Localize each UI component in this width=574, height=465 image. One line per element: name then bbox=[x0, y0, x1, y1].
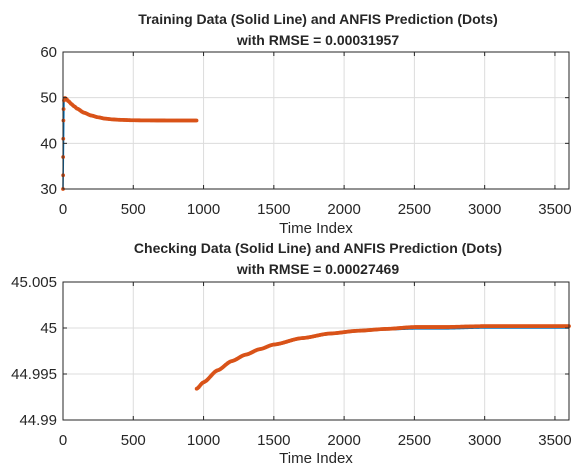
chart-2: Checking Data (Solid Line) and ANFIS Pre… bbox=[11, 240, 572, 465]
x-tick-label: 3000 bbox=[468, 432, 501, 449]
y-tick-label: 44.995 bbox=[11, 366, 57, 383]
y-tick-label: 44.99 bbox=[19, 412, 57, 429]
x-tick-label: 3500 bbox=[538, 432, 571, 449]
x-tick-label: 500 bbox=[121, 432, 146, 449]
y-tick-label: 45 bbox=[40, 320, 57, 337]
x-tick-label: 1500 bbox=[257, 201, 290, 218]
x-tick-label: 500 bbox=[121, 201, 146, 218]
plot-area bbox=[63, 282, 569, 420]
x-tick-label: 3500 bbox=[538, 201, 571, 218]
y-tick-label: 45.005 bbox=[11, 274, 57, 291]
x-tick-label: 3000 bbox=[468, 201, 501, 218]
chart-title-line: Checking Data (Solid Line) and ANFIS Pre… bbox=[134, 240, 502, 256]
x-tick-label: 1000 bbox=[187, 432, 220, 449]
y-tick-label: 50 bbox=[40, 90, 57, 107]
x-tick-label: 2500 bbox=[398, 432, 431, 449]
prediction-dots-group bbox=[61, 96, 199, 191]
y-tick-label: 40 bbox=[40, 135, 57, 152]
y-tick-label: 30 bbox=[40, 181, 57, 198]
prediction-dots-group bbox=[194, 324, 571, 391]
axes-frame bbox=[62, 281, 570, 421]
y-tick-label: 60 bbox=[40, 44, 57, 61]
x-tick-label: 1500 bbox=[257, 432, 290, 449]
x-tick-label: 0 bbox=[59, 201, 67, 218]
x-axis-label: Time Index bbox=[279, 220, 353, 237]
prediction-dot bbox=[61, 107, 66, 111]
chart-title-line: with RMSE = 0.00031957 bbox=[236, 32, 399, 48]
x-tick-label: 2000 bbox=[327, 432, 360, 449]
x-tick-label: 0 bbox=[59, 432, 67, 449]
chart-1: Training Data (Solid Line) and ANFIS Pre… bbox=[40, 11, 571, 237]
axes-frame bbox=[62, 51, 570, 190]
chart-title-line: with RMSE = 0.00027469 bbox=[236, 261, 399, 277]
x-axis-label: Time Index bbox=[279, 450, 353, 465]
prediction-dot bbox=[194, 118, 199, 123]
x-tick-label: 2000 bbox=[327, 201, 360, 218]
x-tick-label: 2500 bbox=[398, 201, 431, 218]
x-tick-label: 1000 bbox=[187, 201, 220, 218]
chart-title-line: Training Data (Solid Line) and ANFIS Pre… bbox=[138, 11, 498, 27]
